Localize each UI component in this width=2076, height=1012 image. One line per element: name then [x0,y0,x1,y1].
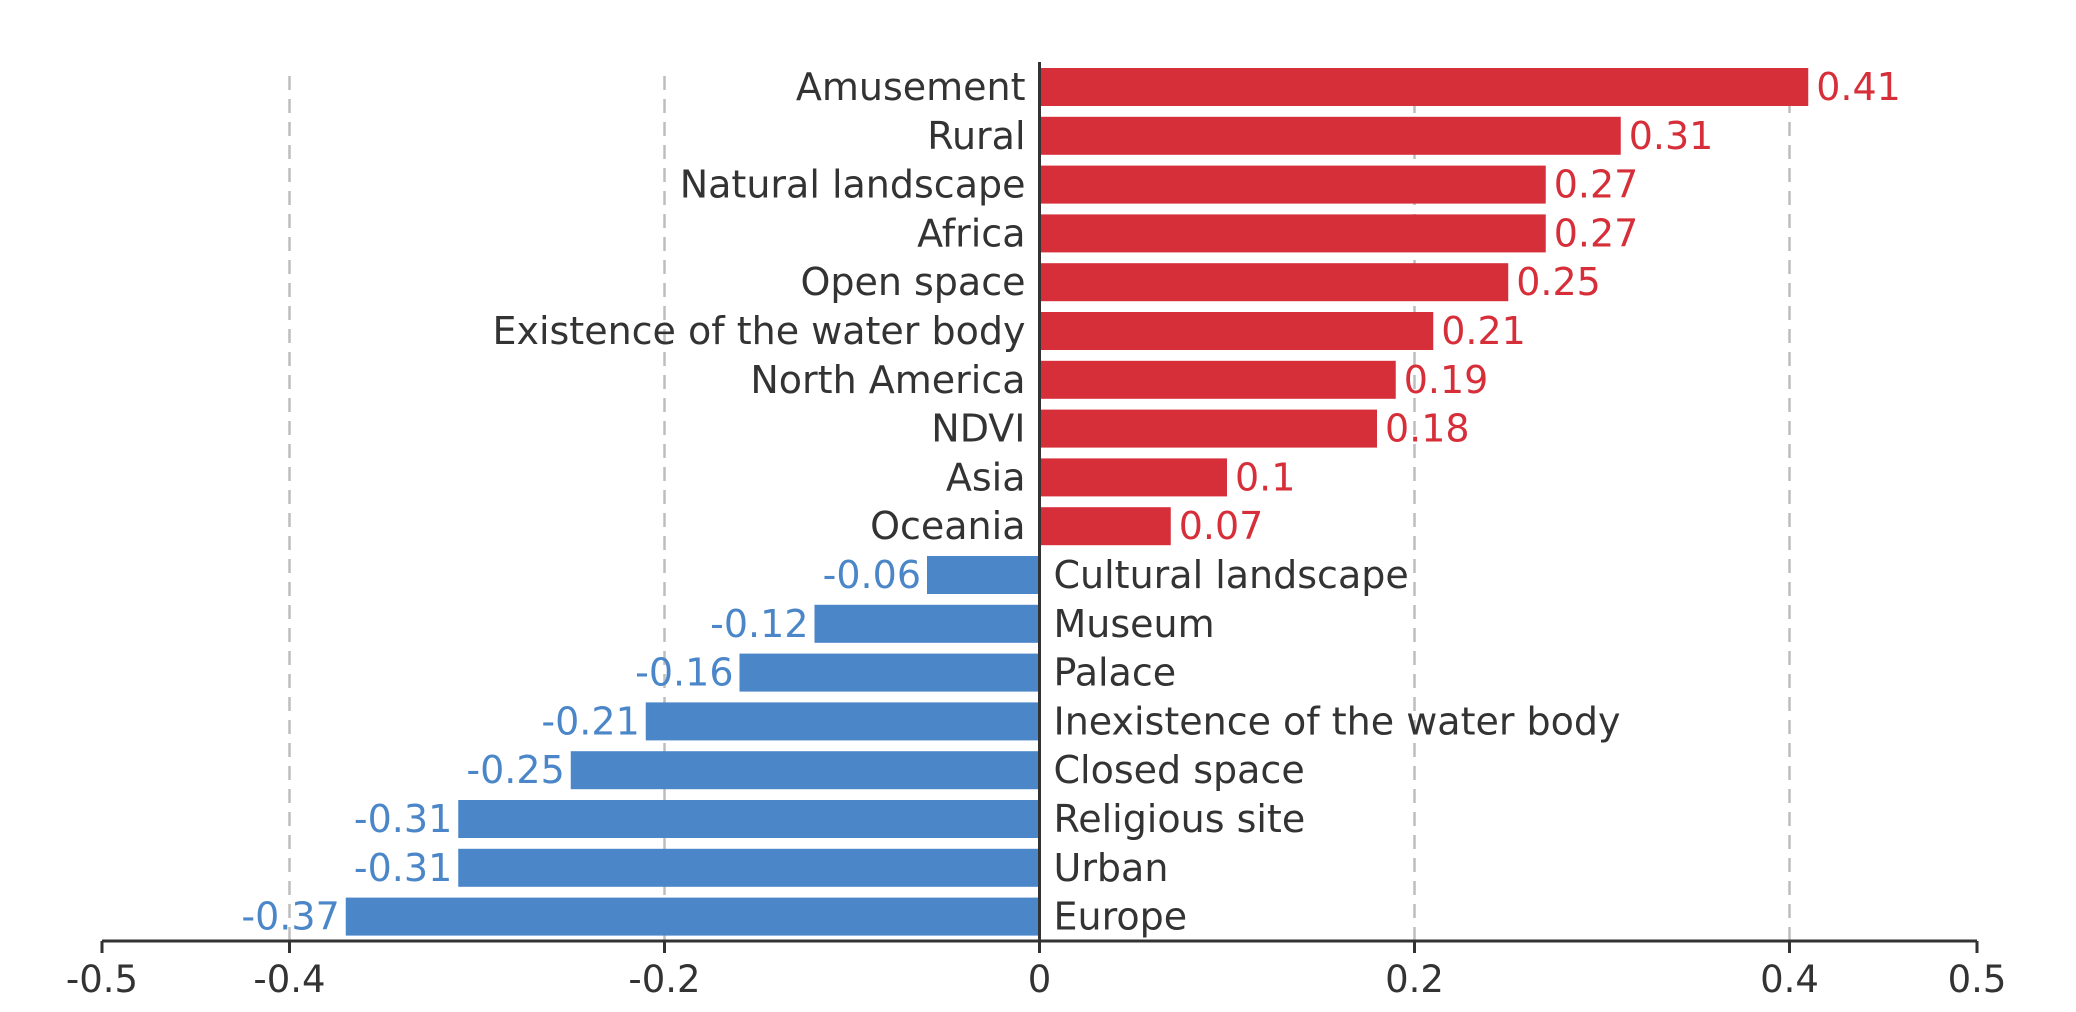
bar-7 [1039,409,1377,448]
value-label-4: 0.25 [1516,260,1601,304]
category-label-7: NDVI [931,407,1025,451]
value-label-8: 0.1 [1235,455,1295,499]
x-tick-label-6: 0.5 [1948,958,2007,1001]
category-label-11: Museum [1054,602,1215,646]
category-label-2: Natural landscape [680,163,1026,207]
bar-4 [1039,263,1509,302]
category-label-1: Rural [927,114,1025,158]
bar-1 [1039,116,1621,155]
bar-3 [1039,214,1546,253]
category-label-3: Africa [917,211,1025,255]
value-label-13: -0.21 [541,699,639,743]
bar-8 [1039,458,1227,497]
x-tick-label-2: -0.2 [628,958,700,1001]
category-label-13: Inexistence of the water body [1054,699,1621,743]
bar-10 [927,556,1040,594]
category-label-6: North America [750,358,1025,402]
bar-5 [1039,312,1434,350]
value-label-0: 0.41 [1816,65,1901,109]
bar-6 [1039,360,1396,399]
category-label-12: Palace [1054,651,1177,695]
category-label-17: Europe [1054,895,1188,939]
value-label-11: -0.12 [710,602,808,646]
category-label-10: Cultural landscape [1054,553,1409,597]
bar-14 [570,751,1040,790]
category-label-4: Open space [800,260,1025,304]
category-label-0: Amusement [796,65,1026,109]
bars [345,68,1809,936]
category-label-5: Existence of the water body [492,309,1025,353]
value-label-5: 0.21 [1441,309,1526,353]
value-label-1: 0.31 [1629,114,1714,158]
category-label-8: Asia [946,455,1026,499]
x-tick-label-1: -0.4 [253,958,325,1001]
category-label-16: Urban [1054,846,1169,890]
x-tick-label-4: 0.2 [1385,958,1444,1001]
bar-15 [458,800,1040,838]
value-label-15: -0.31 [354,797,452,841]
value-label-10: -0.06 [823,553,921,597]
category-label-14: Closed space [1054,748,1305,792]
axes: -0.5 -0.4 -0.2 0 0.2 0.4 0.5 [66,62,2007,1001]
x-tick-label-5: 0.4 [1760,958,1819,1001]
bar-2 [1039,165,1546,204]
value-label-12: -0.16 [635,651,733,695]
bar-9 [1039,507,1171,546]
bar-17 [345,897,1040,936]
x-tick-label-0: -0.5 [66,958,138,1001]
value-label-9: 0.07 [1179,504,1264,548]
value-labels: 0.41 0.31 0.270.27 0.25 0.21 0.19 0.18 0.1 0.07 -… [241,65,1900,939]
value-label-7: 0.18 [1385,407,1470,451]
value-label-14: -0.25 [466,748,564,792]
value-label-3: 0.27 [1554,211,1639,255]
value-label-17: -0.37 [241,895,339,939]
bar-11 [814,604,1040,643]
category-label-15: Religious site [1054,797,1306,841]
bar-12 [739,653,1040,692]
value-label-6: 0.19 [1404,358,1489,402]
value-label-16: -0.31 [354,846,452,890]
bar-13 [645,702,1040,741]
x-tick-label-3: 0 [1028,958,1052,1001]
value-label-2: 0.27 [1554,163,1639,207]
bar-0 [1039,68,1809,106]
bar-16 [458,848,1040,887]
category-label-9: Oceania [870,504,1025,548]
